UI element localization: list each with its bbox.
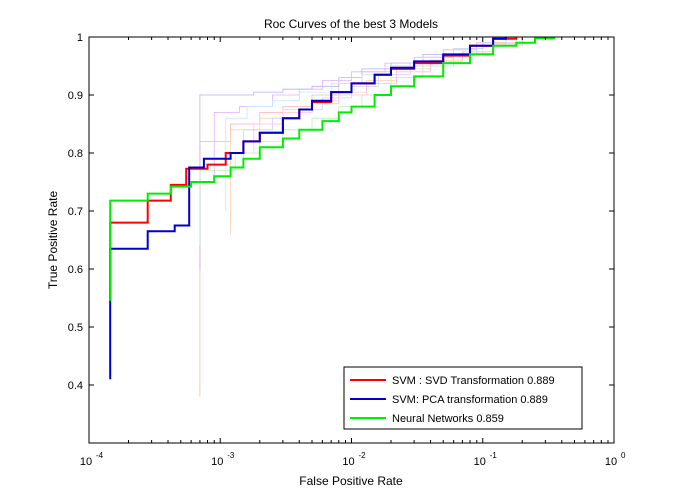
legend-label: SVM: PCA transformation 0.889 xyxy=(392,394,548,406)
y-axis-ticks: 0.4 0.5 0.6 0.7 0.8 0.9 1 xyxy=(68,32,614,392)
y-tick-label: 0.9 xyxy=(68,90,83,102)
background-curve-4 xyxy=(225,37,517,211)
x-tick-label: 10 xyxy=(211,456,223,468)
y-tick-label: 0.8 xyxy=(68,148,83,160)
legend-label: SVM : SVD Transformation 0.889 xyxy=(392,375,555,387)
y-axis-label: True Positive Rate xyxy=(46,191,60,290)
y-tick-label: 0.4 xyxy=(68,380,83,392)
x-tick-label: 10 xyxy=(474,456,486,468)
x-tick-label: 10 xyxy=(605,456,617,468)
legend-label: Neural Networks 0.859 xyxy=(392,413,504,425)
x-axis-ticks: 10 -4 10 -3 10 -2 10 -1 10 0 xyxy=(80,37,626,468)
x-tick-label-exponent: -1 xyxy=(490,451,498,460)
y-tick-label: 1 xyxy=(77,32,83,44)
chart-title: Roc Curves of the best 3 Models xyxy=(264,17,438,31)
legend: SVM : SVD Transformation 0.889 SVM: PCA t… xyxy=(343,366,583,430)
x-tick-label-exponent: -2 xyxy=(359,451,367,460)
x-tick-label-exponent: -4 xyxy=(96,451,104,460)
x-axis-label: False Positive Rate xyxy=(299,474,403,488)
series-line-2 xyxy=(109,37,556,301)
y-tick-label: 0.5 xyxy=(68,322,83,334)
x-tick-label-exponent: 0 xyxy=(621,451,626,460)
x-tick-label-exponent: -3 xyxy=(227,451,235,460)
roc-series xyxy=(109,37,556,380)
series-line-1 xyxy=(109,37,507,380)
x-tick-label: 10 xyxy=(342,456,354,468)
y-tick-label: 0.7 xyxy=(68,206,83,218)
y-tick-label: 0.6 xyxy=(68,264,83,276)
x-tick-label: 10 xyxy=(80,456,92,468)
